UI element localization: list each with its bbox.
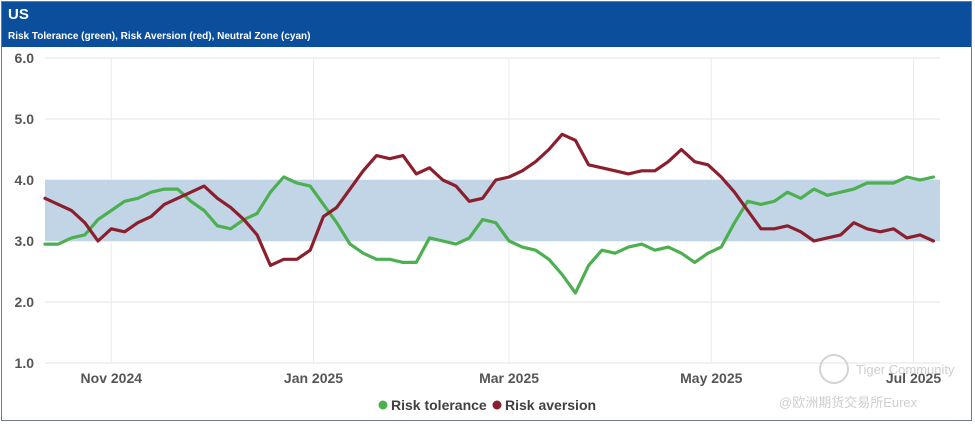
y-axis-ticks: 1.0 2.0 3.0 4.0 5.0 6.0 bbox=[15, 50, 35, 371]
chart-title: US bbox=[8, 6, 29, 23]
x-tick-label: May 2025 bbox=[680, 370, 742, 386]
risk-tolerance-line bbox=[43, 175, 935, 295]
watermark-line1: Tiger Community bbox=[856, 362, 955, 377]
y-tick-label: 3.0 bbox=[15, 233, 35, 249]
y-tick-label: 1.0 bbox=[15, 355, 35, 371]
x-tick-label: Jan 2025 bbox=[284, 370, 343, 386]
tiger-logo-icon bbox=[819, 354, 849, 384]
risk-aversion-line bbox=[43, 132, 935, 267]
y-tick-label: 4.0 bbox=[15, 172, 35, 188]
watermark-line2: @欧洲期货交易所Eurex bbox=[779, 395, 918, 410]
legend-risk-aversion-marker bbox=[492, 400, 502, 410]
x-tick-label: Jul 2025 bbox=[886, 370, 941, 386]
legend-risk-tolerance-marker bbox=[378, 400, 388, 410]
legend: Risk tolerance Risk aversion bbox=[378, 397, 596, 413]
y-tick-label: 2.0 bbox=[15, 294, 35, 310]
x-axis-ticks: Nov 2024 Jan 2025 Mar 2025 May 2025 Jul 2025 bbox=[81, 370, 942, 386]
watermark: Tiger Community @欧洲期货交易所Eurex bbox=[779, 354, 955, 410]
x-tick-label: Nov 2024 bbox=[81, 370, 143, 386]
y-tick-label: 5.0 bbox=[15, 111, 35, 127]
chart-header: US Risk Tolerance (green), Risk Aversion… bbox=[2, 2, 971, 47]
legend-risk-aversion-label[interactable]: Risk aversion bbox=[505, 397, 596, 413]
x-tick-label: Mar 2025 bbox=[479, 370, 539, 386]
chart-subtitle: Risk Tolerance (green), Risk Aversion (r… bbox=[8, 31, 311, 42]
legend-risk-tolerance-label[interactable]: Risk tolerance bbox=[391, 397, 487, 413]
y-tick-label: 6.0 bbox=[15, 50, 35, 66]
